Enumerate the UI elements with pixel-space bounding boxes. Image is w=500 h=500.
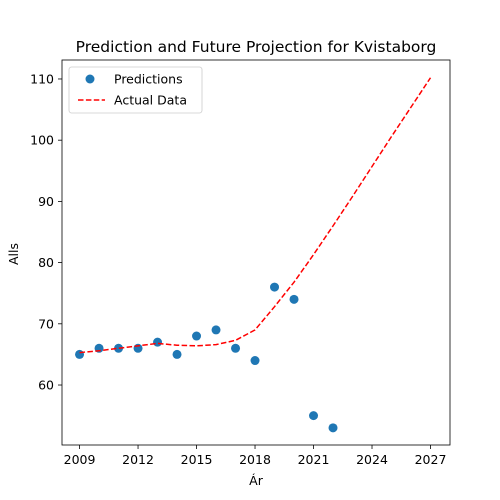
data-point — [211, 325, 221, 335]
data-point — [231, 343, 241, 353]
legend-swatch-marker — [85, 74, 95, 84]
y-axis-label: Alls — [6, 243, 21, 265]
x-axis: 2009 2012 2015 2018 2021 2024 2027 — [64, 445, 447, 467]
plot-area — [61, 59, 451, 446]
x-tick-label: 2009 — [64, 452, 96, 467]
legend-label: Predictions — [114, 72, 183, 87]
x-tick-label: 2018 — [239, 452, 271, 467]
y-tick-label: 90 — [38, 194, 54, 209]
y-tick-label: 80 — [38, 255, 54, 270]
data-point — [289, 294, 299, 304]
x-tick-label: 2015 — [181, 452, 213, 467]
data-point — [270, 282, 280, 292]
y-tick-label: 70 — [38, 316, 54, 331]
legend-label: Actual Data — [114, 93, 187, 108]
legend-box — [68, 66, 203, 114]
series-line-actual-data — [79, 77, 432, 354]
data-point — [172, 349, 182, 359]
data-point — [114, 343, 124, 353]
y-tick-label: 110 — [30, 71, 54, 86]
x-tick-label: 2012 — [122, 452, 154, 467]
plot-frame — [61, 59, 451, 446]
legend: Predictions Actual Data — [68, 66, 203, 114]
y-tick-label: 100 — [30, 133, 54, 148]
data-point — [250, 356, 260, 366]
y-tick-label: 60 — [38, 378, 54, 393]
data-point — [153, 337, 163, 347]
x-tick-label: 2027 — [415, 452, 447, 467]
chart-title: Prediction and Future Projection for Kvi… — [76, 38, 437, 56]
y-axis: 60 70 80 90 100 110 — [30, 71, 62, 393]
x-tick-label: 2024 — [356, 452, 388, 467]
data-point — [309, 411, 319, 421]
data-point — [328, 423, 338, 433]
data-point — [192, 331, 202, 341]
data-point — [75, 349, 85, 359]
x-axis-label: Ár — [249, 473, 264, 488]
x-tick-label: 2021 — [298, 452, 330, 467]
